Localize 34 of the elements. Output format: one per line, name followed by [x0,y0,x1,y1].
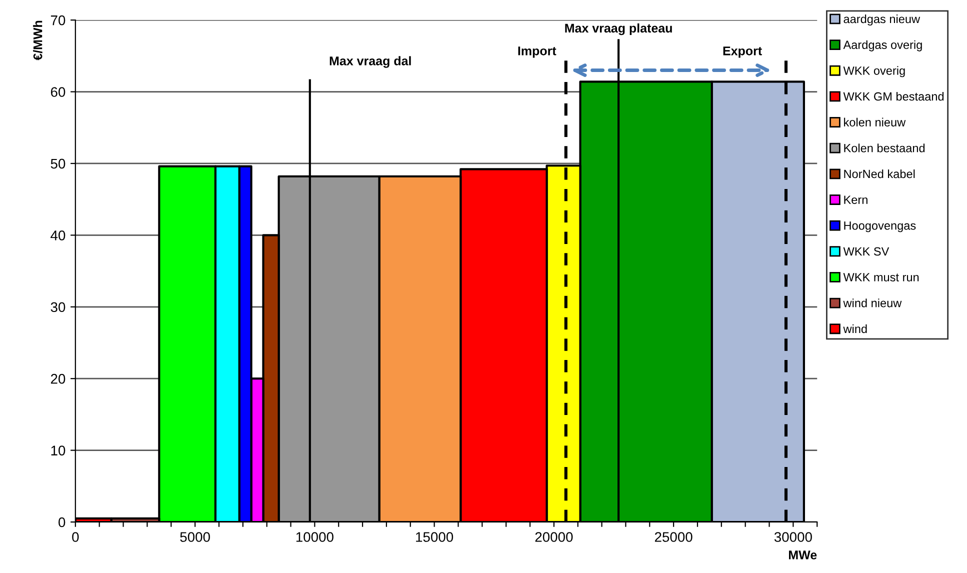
x-tick-label: 30000 [774,532,812,542]
ref-line-label: Export [723,46,762,58]
legend-label: WKK GM bestaand [843,92,944,101]
legend-label: Hoogovengas [844,222,916,232]
legend-label: kolen nieuw [844,118,906,126]
x-tick-label: 20000 [535,532,573,542]
legend-label: WKK SV [843,247,890,256]
legend-label: WKK overig [843,66,905,78]
ref-line-label: Import [518,46,556,58]
y-tick-label: 10 [51,446,66,456]
y-tick-label: 60 [50,87,66,97]
legend-label: Aardgas overig [843,40,922,52]
x-tick-label: 10000 [296,532,334,542]
legend-label: NorNed kabel [844,169,915,178]
x-tick-label: 25000 [654,532,692,542]
y-tick-label: 50 [50,158,66,169]
y-tick-label: 0 [58,517,66,528]
x-tick-label: 5000 [180,532,210,542]
legend-label: wind nieuw [843,298,902,308]
ref-line-label: Max vraag dal [330,56,411,68]
y-tick-label: 70 [50,15,66,26]
ref-line-label: Max vraag plateau [565,23,672,36]
y-tick-label: 20 [50,374,66,384]
y-axis-title: €/MWh [33,20,42,60]
legend-label: Kern [844,196,868,204]
legend-label: wind [843,324,867,334]
x-tick-label: 15000 [416,532,454,542]
x-tick-label: 0 [72,532,79,542]
y-tick-label: 40 [50,230,66,240]
legend-label: WKK must run [843,273,919,282]
y-tick-label: 30 [50,302,66,312]
x-axis-title: MWe [789,550,817,560]
legend-label: Kolen bestaand [844,144,925,152]
legend-label: aardgas nieuw [844,14,920,26]
